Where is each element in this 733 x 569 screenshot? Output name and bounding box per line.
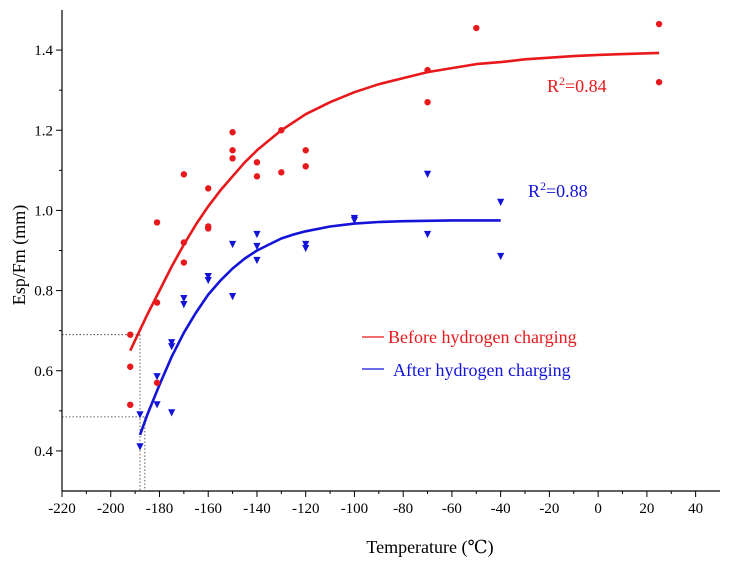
data-point-after xyxy=(228,292,237,301)
x-tick-label: -200 xyxy=(97,501,125,517)
x-tick-label: -120 xyxy=(292,501,320,517)
fit-curve-before xyxy=(129,51,660,352)
data-point-before xyxy=(127,363,134,370)
data-point-after xyxy=(253,242,261,251)
data-point-before xyxy=(229,129,236,136)
data-point-before xyxy=(302,147,309,154)
data-point-after xyxy=(204,272,212,281)
data-point-after xyxy=(168,409,176,417)
r-squared-before-text: R2=0.84 xyxy=(547,74,607,96)
legend-label-before: Before hydrogen charging xyxy=(388,327,577,347)
data-point-before xyxy=(180,259,188,266)
x-tick-label: -220 xyxy=(48,501,76,517)
data-point-before xyxy=(655,20,663,28)
fit-curves xyxy=(129,51,660,436)
x-tick-label: -140 xyxy=(243,501,271,517)
data-point-before xyxy=(424,98,431,106)
data-point-after xyxy=(168,343,176,351)
data-point-before xyxy=(278,169,285,176)
data-point-after xyxy=(302,240,310,249)
x-tick-label: 40 xyxy=(688,501,703,517)
data-point-before xyxy=(229,155,236,162)
data-point-after xyxy=(180,301,188,309)
legend-label-after: After hydrogen charging xyxy=(393,360,571,380)
data-point-before xyxy=(229,147,236,154)
data-point-after xyxy=(253,230,261,239)
data-point-before xyxy=(153,379,161,386)
r-squared-after-text: R2=0.88 xyxy=(528,179,588,201)
data-point-after xyxy=(423,170,432,178)
data-point-before xyxy=(153,219,161,226)
y-axis-title: Esp/Fm (mm) xyxy=(9,205,30,306)
x-tick-label: 20 xyxy=(639,501,654,517)
data-point-before xyxy=(302,163,309,170)
x-tick-label: 0 xyxy=(594,501,602,517)
data-point-after xyxy=(228,240,237,249)
data-point-after xyxy=(153,401,161,409)
y-tick-label: 1.2 xyxy=(34,123,53,139)
r-squared-after: R2=0.88 xyxy=(528,179,588,201)
data-point-after xyxy=(497,252,505,261)
data-point-after xyxy=(350,216,359,225)
y-tick-label: 0.6 xyxy=(34,364,53,380)
data-point-after xyxy=(497,198,505,206)
r-squared-before-value: =0.84 xyxy=(565,76,607,96)
r-squared-before-sup: 2 xyxy=(559,74,565,88)
y-tick-label: 0.8 xyxy=(34,284,53,300)
data-point-before xyxy=(205,185,212,192)
r-squared-before-letter: R xyxy=(547,76,559,96)
data-point-after xyxy=(204,276,212,285)
data-point-after xyxy=(153,373,161,381)
x-tick-label: -180 xyxy=(146,501,174,517)
data-point-before xyxy=(205,225,212,232)
y-tick-label: 0.4 xyxy=(34,444,53,460)
x-axis-title: Temperature (℃) xyxy=(366,537,493,558)
reference-lines xyxy=(62,334,146,491)
x-tick-label: -60 xyxy=(442,501,462,517)
data-point-before xyxy=(253,173,261,180)
tick-marks xyxy=(56,49,697,497)
r-squared-after-sup: 2 xyxy=(540,179,546,193)
data-point-after xyxy=(180,295,188,303)
x-tick-label: -80 xyxy=(393,501,413,517)
fit-curve-after xyxy=(138,219,501,436)
data-point-after xyxy=(253,256,261,265)
data-point-before xyxy=(127,401,134,409)
y-tick-label: 1.4 xyxy=(34,43,53,59)
x-tick-label: -40 xyxy=(491,501,511,517)
data-point-before xyxy=(180,239,188,246)
data-points xyxy=(127,20,663,451)
tick-labels: -220 -200 -180 -160 -140 -120 -100 -80 -60 -40 -20… xyxy=(34,43,703,517)
data-point-before xyxy=(127,331,134,338)
data-point-after xyxy=(168,339,176,347)
x-tick-label: -20 xyxy=(539,501,559,517)
x-tick-label: -160 xyxy=(194,501,222,517)
data-point-after xyxy=(302,244,310,253)
x-tick-label: -100 xyxy=(341,501,369,517)
data-point-before xyxy=(278,127,285,134)
legend: Before hydrogen charging After hydrogen … xyxy=(362,327,577,380)
data-point-before xyxy=(153,299,161,306)
data-point-before xyxy=(655,78,663,86)
y-tick-label: 1.0 xyxy=(34,203,53,219)
data-point-before xyxy=(424,66,431,74)
data-point-after xyxy=(136,443,144,451)
data-point-before xyxy=(180,171,188,178)
r-squared-after-value: =0.88 xyxy=(546,181,588,201)
data-point-before xyxy=(253,159,261,166)
data-point-before xyxy=(473,24,480,32)
r-squared-after-letter: R xyxy=(528,181,540,201)
data-point-after xyxy=(423,230,432,239)
r-squared-before: R2=0.84 xyxy=(547,74,607,96)
data-point-after xyxy=(136,411,144,419)
